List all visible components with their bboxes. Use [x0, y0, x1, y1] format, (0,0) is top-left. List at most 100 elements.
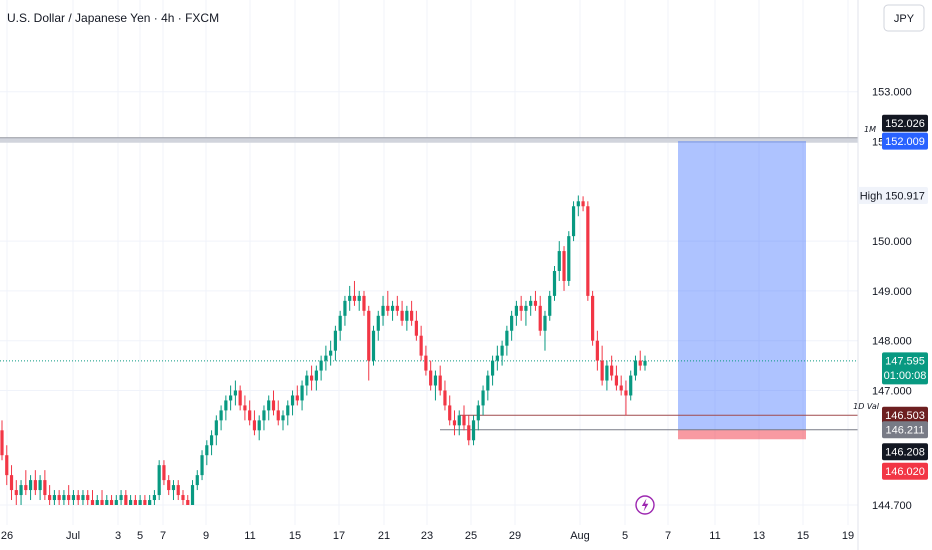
price-tag-value: 146.503 [885, 410, 925, 422]
price-tag-target[interactable]: 152.009 [882, 132, 928, 150]
candle-body [405, 310, 409, 321]
candle-body [267, 400, 271, 411]
candle-body [76, 495, 80, 501]
candle-body [581, 201, 585, 207]
candle-body [129, 500, 133, 505]
lightning-icon[interactable] [635, 495, 655, 515]
candle-body [390, 305, 395, 311]
candle-body [219, 410, 223, 421]
candle-body [286, 405, 290, 416]
candle-body [495, 355, 499, 361]
candle-body [0, 430, 4, 456]
candle-body [14, 490, 18, 496]
x-tick-label: 3 [115, 530, 121, 542]
candle-body [133, 500, 137, 505]
candle-body [348, 295, 352, 301]
price-tag-last[interactable]: 147.595 01:00:08 [882, 352, 928, 385]
candle-body [643, 360, 647, 366]
candle-body [233, 390, 237, 396]
candle-body [171, 485, 176, 491]
candle-body [457, 415, 461, 426]
candle-body [529, 300, 533, 306]
candle-body [248, 410, 252, 421]
candle-body [271, 400, 276, 411]
x-tick-label: 21 [378, 530, 390, 542]
candle-body [567, 236, 571, 281]
candle-body [619, 385, 623, 391]
candle-body [62, 495, 66, 501]
candle-body [319, 360, 323, 371]
candle-body [190, 485, 195, 505]
y-tick-label: 147.000 [872, 385, 912, 397]
x-tick-label: 13 [753, 530, 765, 542]
profit-zone[interactable] [678, 141, 806, 430]
candle-body [195, 475, 199, 486]
candle-body [57, 495, 61, 501]
candle-body [28, 480, 33, 491]
candle-body [576, 201, 580, 207]
candle-body [357, 295, 361, 301]
candle-body [414, 320, 418, 336]
high-label: High [860, 190, 883, 202]
candle-body [524, 305, 528, 311]
y-tick-label: 153.000 [872, 87, 912, 99]
price-tag-stop[interactable]: 146.020 [882, 462, 928, 480]
candle-body [629, 375, 633, 396]
chart-title: U.S. Dollar / Japanese Yen · 4h · FXCM [7, 11, 219, 25]
candle-body [476, 405, 480, 421]
candle-body [467, 425, 471, 441]
candle-body [591, 295, 595, 341]
x-tick-label: 23 [421, 530, 433, 542]
price-tag-val[interactable]: 146.503 [882, 406, 928, 424]
candle-body [90, 500, 95, 505]
candle-body [381, 305, 385, 316]
candle-body [314, 370, 318, 381]
candle-body [490, 360, 495, 376]
x-tick-label: 15 [797, 530, 809, 542]
price-tag-entry[interactable]: 146.211 [882, 421, 928, 439]
candle-body [9, 475, 14, 491]
candle-body [481, 390, 485, 406]
candle-body [281, 415, 285, 421]
candle-body [176, 485, 180, 496]
candle-body [105, 500, 109, 505]
candle-body [343, 300, 347, 316]
candle-body [500, 345, 504, 356]
candle-body [395, 305, 399, 311]
candle-body [400, 310, 404, 321]
candle-body [557, 251, 561, 271]
candle-body [238, 390, 242, 406]
candle-body [367, 310, 371, 361]
candle-body [295, 395, 299, 401]
currency-button[interactable]: JPY [883, 4, 925, 32]
candle-body [209, 435, 214, 446]
candle-body [543, 315, 547, 331]
candle-body [548, 295, 552, 316]
candle-body [533, 300, 538, 306]
candle-body [410, 310, 414, 321]
candle-body [148, 500, 152, 505]
stop-zone[interactable] [678, 429, 806, 440]
monthly-level-line[interactable] [0, 137, 858, 143]
x-tick-label: Aug [570, 530, 590, 542]
candle-body [290, 395, 295, 406]
price-tag-close[interactable]: 146.208 [882, 443, 928, 461]
candle-body [229, 395, 233, 401]
x-axis: 26 Jul 3 5 7 9 11 15 17 21 23 25 29 Aug 5 7 11 13 15 19 [1, 530, 854, 542]
price-tag-value: 152.009 [885, 136, 925, 148]
price-tag-level-1m[interactable]: 152.026 [882, 114, 928, 132]
candle-body [119, 495, 123, 501]
candle-body [109, 500, 114, 505]
candle-body [329, 350, 333, 356]
candle-body [486, 375, 490, 391]
x-tick-label: 26 [1, 530, 13, 542]
candle-body [610, 365, 614, 376]
candle-body [100, 500, 104, 505]
x-tick-label: 7 [160, 530, 166, 542]
candle-body [124, 495, 128, 505]
monthly-level-label: 1M [864, 125, 876, 134]
candles [0, 195, 647, 505]
